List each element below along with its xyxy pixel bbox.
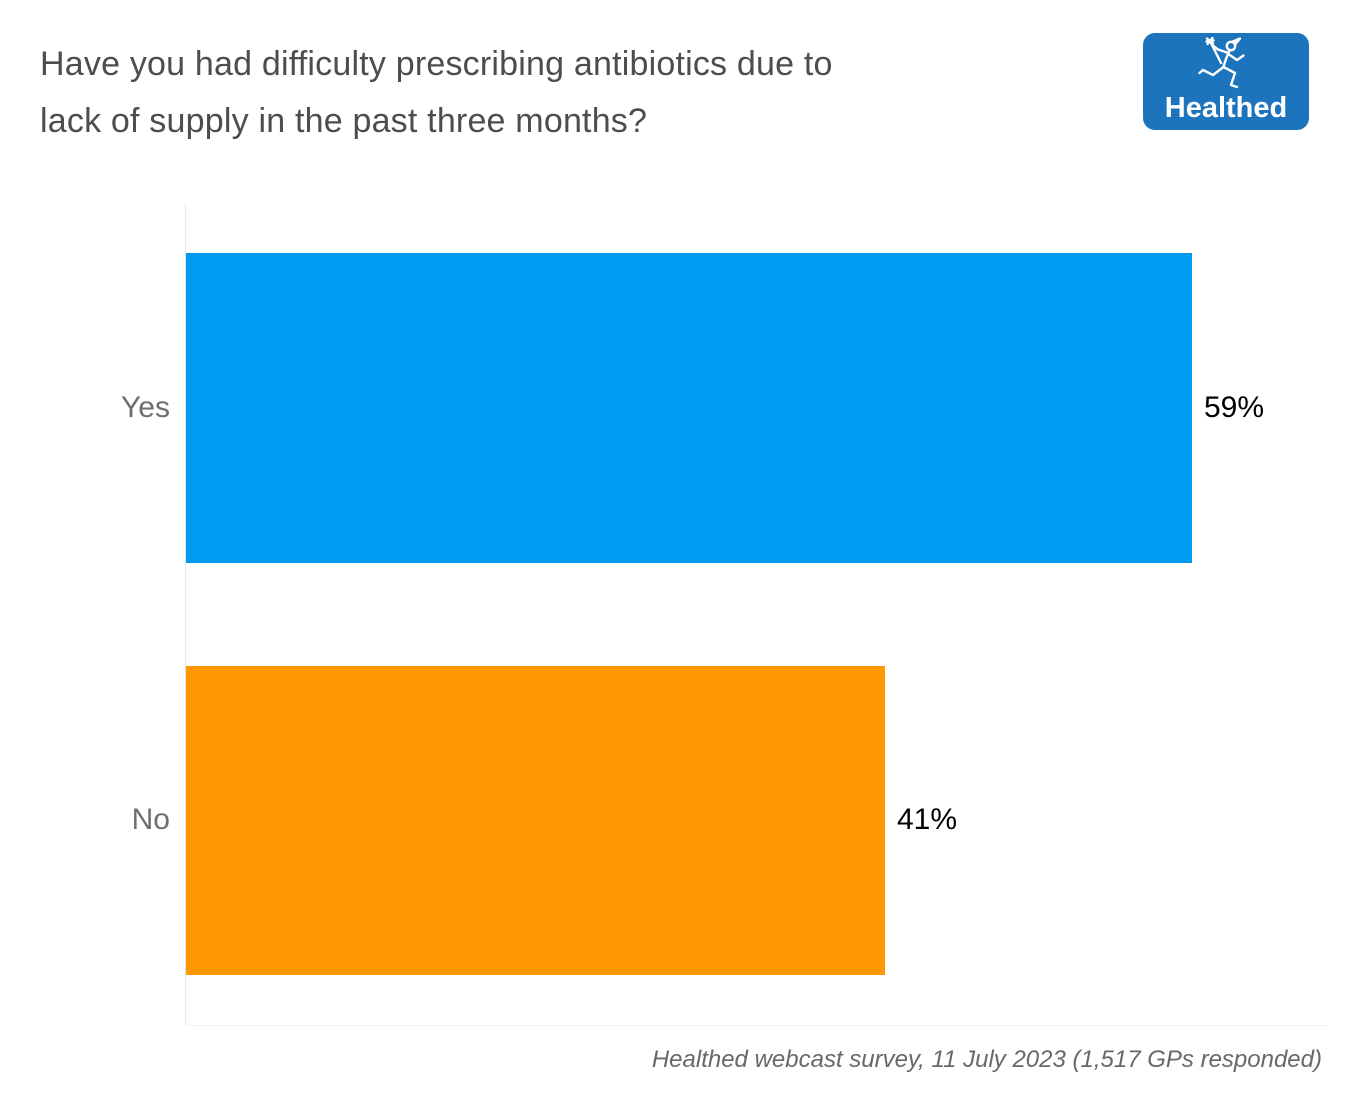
bar-no bbox=[186, 666, 885, 975]
hermes-runner-icon bbox=[1198, 37, 1245, 89]
source-note: Healthed webcast survey, 11 July 2023 (1… bbox=[651, 1046, 1322, 1073]
healthed-logo: Healthed bbox=[1143, 33, 1309, 130]
bar-yes bbox=[186, 253, 1192, 563]
page-title-line2: lack of supply in the past three months? bbox=[40, 102, 648, 140]
page-title: Have you had difficulty prescribing anti… bbox=[40, 36, 1100, 150]
page-title-line1: Have you had difficulty prescribing anti… bbox=[40, 45, 833, 83]
x-axis-line bbox=[185, 1025, 1328, 1026]
category-label-yes: Yes bbox=[121, 391, 170, 424]
y-axis-line bbox=[185, 203, 186, 1025]
category-label-no: No bbox=[131, 803, 170, 836]
value-label-no: 41% bbox=[897, 803, 958, 836]
logo-wordmark: Healthed bbox=[1164, 92, 1288, 124]
value-label-yes: 59% bbox=[1204, 391, 1265, 424]
